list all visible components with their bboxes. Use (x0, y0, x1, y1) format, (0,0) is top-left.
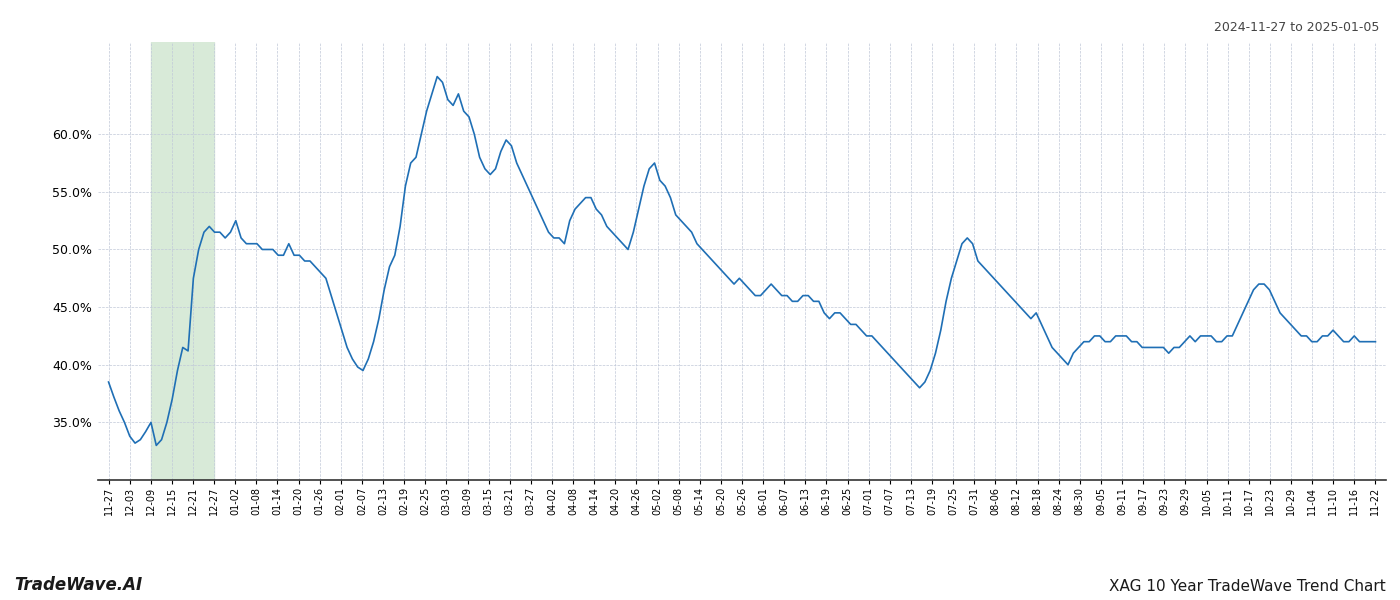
Text: 2024-11-27 to 2025-01-05: 2024-11-27 to 2025-01-05 (1214, 21, 1379, 34)
Bar (151, 42, 214, 480)
Text: XAG 10 Year TradeWave Trend Chart: XAG 10 Year TradeWave Trend Chart (1109, 579, 1386, 594)
Text: TradeWave.AI: TradeWave.AI (14, 576, 143, 594)
